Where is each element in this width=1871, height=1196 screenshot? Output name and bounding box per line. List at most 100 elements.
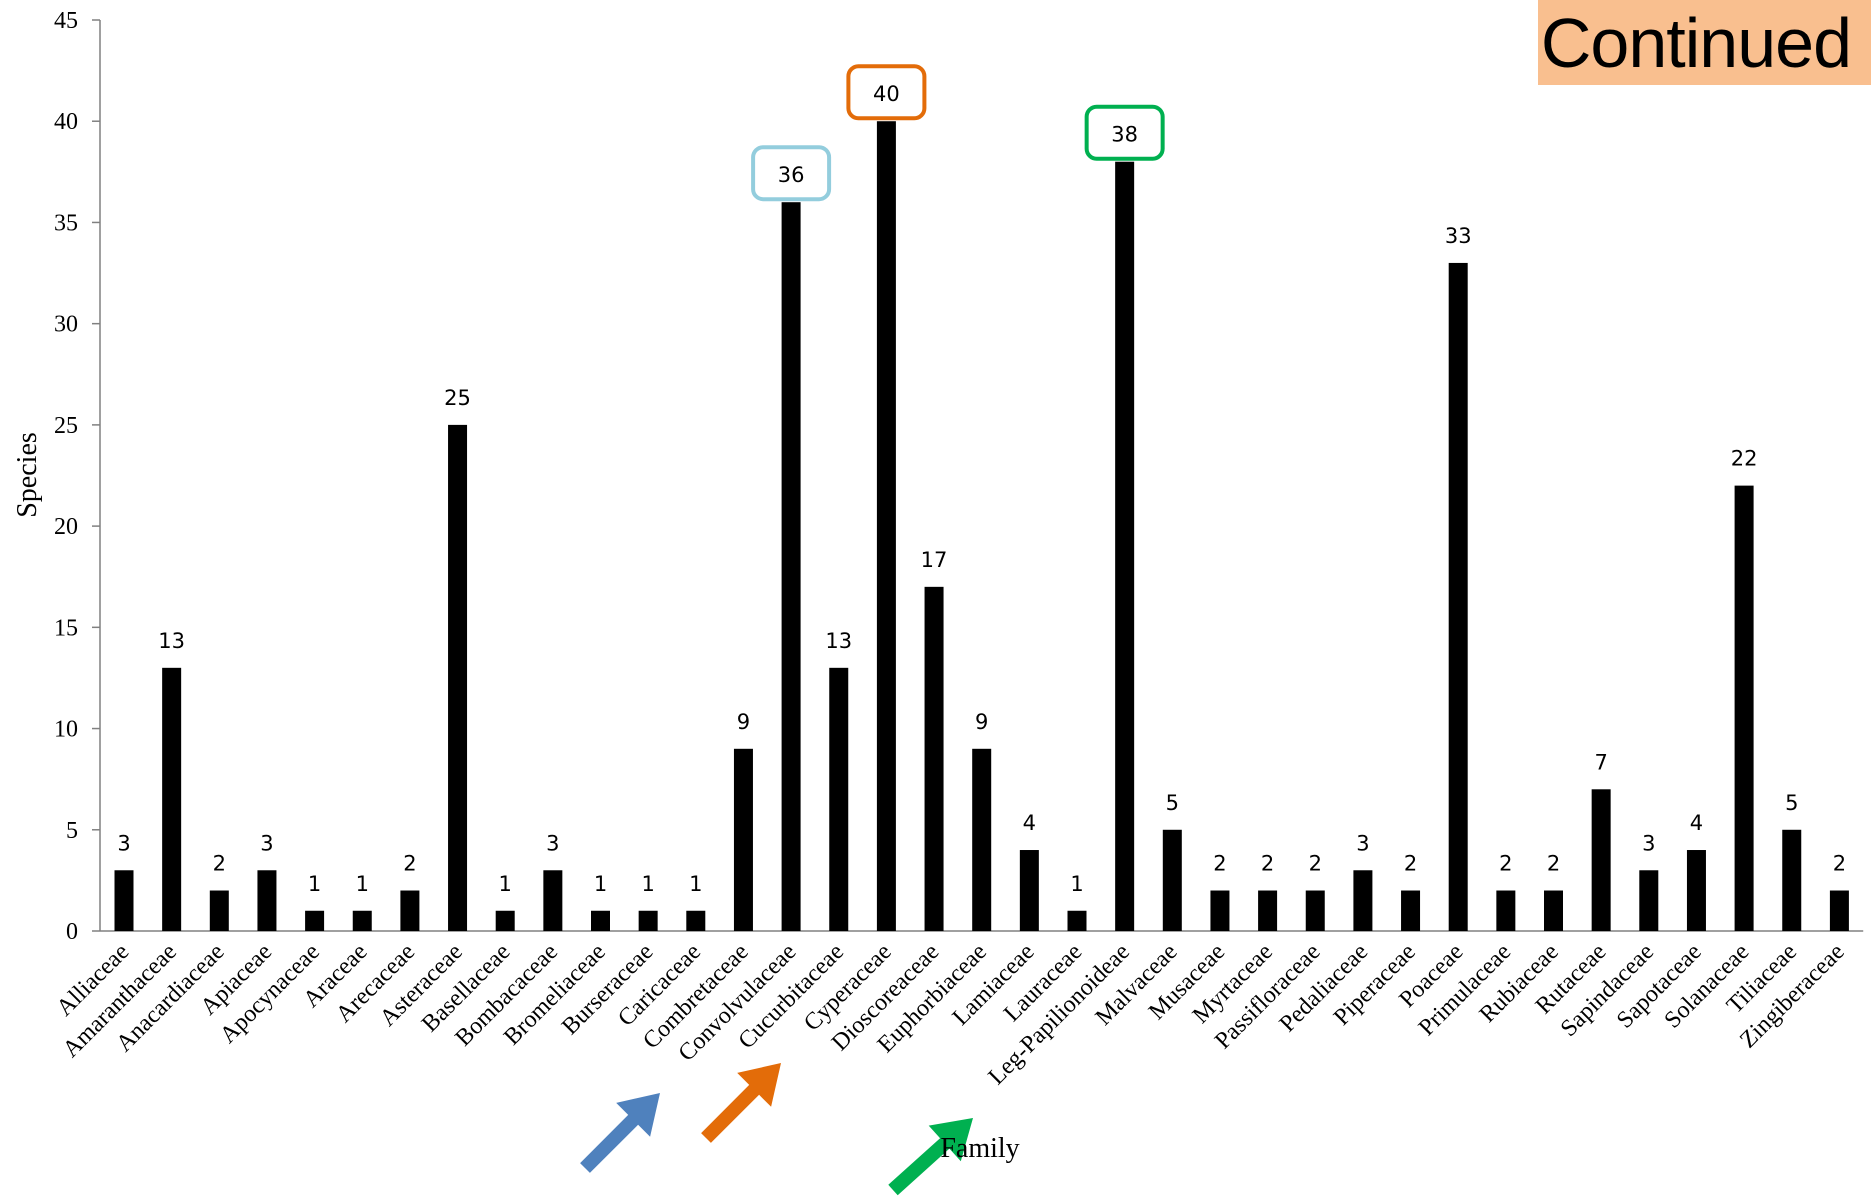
bar (1544, 890, 1563, 931)
data-label: 5 (1166, 791, 1179, 815)
bar (781, 202, 801, 931)
bar (1782, 829, 1802, 931)
bar (1591, 789, 1611, 931)
y-tick-label: 15 (54, 615, 78, 641)
data-label: 2 (1499, 852, 1512, 876)
highlight-box (1084, 104, 1165, 161)
data-label: 9 (975, 710, 988, 734)
data-label: 3 (260, 831, 273, 855)
data-label: 3 (1642, 831, 1655, 855)
bar (972, 748, 992, 931)
continued-badge: Continued (1538, 0, 1871, 85)
bar (1162, 829, 1182, 931)
data-label: 1 (689, 872, 702, 896)
bar (638, 910, 658, 931)
data-label: 1 (1070, 872, 1083, 896)
highlight-box (846, 64, 927, 121)
bar (1210, 890, 1230, 931)
data-label: 3 (1356, 831, 1369, 855)
bar (209, 890, 229, 931)
bar (1734, 485, 1754, 931)
bar (162, 667, 182, 931)
y-tick-label: 25 (54, 413, 78, 439)
data-label: 1 (499, 872, 512, 896)
bar (1067, 910, 1087, 931)
y-axis-title: Species (12, 432, 43, 518)
data-label: 2 (1213, 852, 1226, 876)
bar (1829, 890, 1849, 931)
x-axis-title: Family (940, 1133, 1019, 1164)
data-label: 1 (594, 872, 607, 896)
data-label: 1 (308, 872, 321, 896)
bar (352, 910, 372, 931)
pointer-arrows (580, 1063, 973, 1196)
bar (1019, 850, 1039, 931)
bar (400, 890, 420, 931)
bar (1115, 161, 1135, 931)
data-label: 13 (158, 629, 185, 653)
y-tick-label: 5 (66, 818, 78, 844)
data-label: 2 (403, 852, 416, 876)
bar (1353, 870, 1373, 931)
category-labels: AlliaceaeAmaranthaceaeAnacardiaceaeApiac… (52, 939, 1850, 1090)
arrow-icon (888, 1118, 973, 1196)
y-tick-label: 35 (54, 210, 78, 236)
data-label: 7 (1594, 750, 1607, 774)
data-label: 9 (737, 710, 750, 734)
bar (448, 424, 468, 931)
data-label: 1 (641, 872, 654, 896)
bar (686, 910, 706, 931)
bar (1496, 890, 1516, 931)
bar (114, 870, 134, 931)
y-tick-label: 40 (54, 109, 78, 135)
arrow-icon (580, 1093, 660, 1173)
data-label: 17 (921, 548, 948, 572)
data-label: 2 (1547, 852, 1560, 876)
data-label: 2 (1309, 852, 1322, 876)
data-label: 1 (356, 872, 369, 896)
bar (1401, 890, 1421, 931)
y-tick-label: 0 (66, 919, 78, 945)
bar (876, 121, 896, 931)
bar (1305, 890, 1325, 931)
bar (1258, 890, 1278, 931)
data-label: 25 (444, 386, 471, 410)
highlight-boxes (751, 64, 1165, 202)
arrow-icon (701, 1063, 781, 1143)
data-label: 2 (1261, 852, 1274, 876)
bar (305, 910, 325, 931)
bar (924, 586, 944, 931)
data-label: 3 (117, 831, 130, 855)
data-label: 13 (825, 629, 852, 653)
data-label: 3 (546, 831, 559, 855)
bars (114, 121, 1849, 931)
highlight-box (751, 145, 832, 202)
data-label: 22 (1731, 447, 1758, 471)
data-label: 2 (1404, 852, 1417, 876)
data-label: 2 (1833, 852, 1846, 876)
data-label: 40 (873, 82, 900, 106)
data-label: 36 (778, 163, 805, 187)
data-label: 4 (1023, 811, 1036, 835)
data-label: 33 (1445, 224, 1472, 248)
bar (1448, 262, 1468, 931)
bar (591, 910, 610, 931)
data-label: 5 (1785, 791, 1798, 815)
data-label: 38 (1111, 123, 1138, 147)
bar (829, 667, 849, 931)
bar (1639, 870, 1659, 931)
y-tick-label: 45 (54, 8, 78, 34)
data-label: 2 (213, 852, 226, 876)
data-label: 4 (1690, 811, 1703, 835)
bar (257, 870, 277, 931)
bar (733, 748, 753, 931)
y-tick-label: 30 (54, 312, 78, 338)
bar (1686, 850, 1706, 931)
bar (543, 870, 563, 931)
bar (495, 910, 515, 931)
y-axis: 0 5 10 15 20 25 30 35 40 45 (54, 8, 101, 945)
y-tick-label: 20 (54, 514, 78, 540)
y-tick-label: 10 (54, 717, 78, 743)
